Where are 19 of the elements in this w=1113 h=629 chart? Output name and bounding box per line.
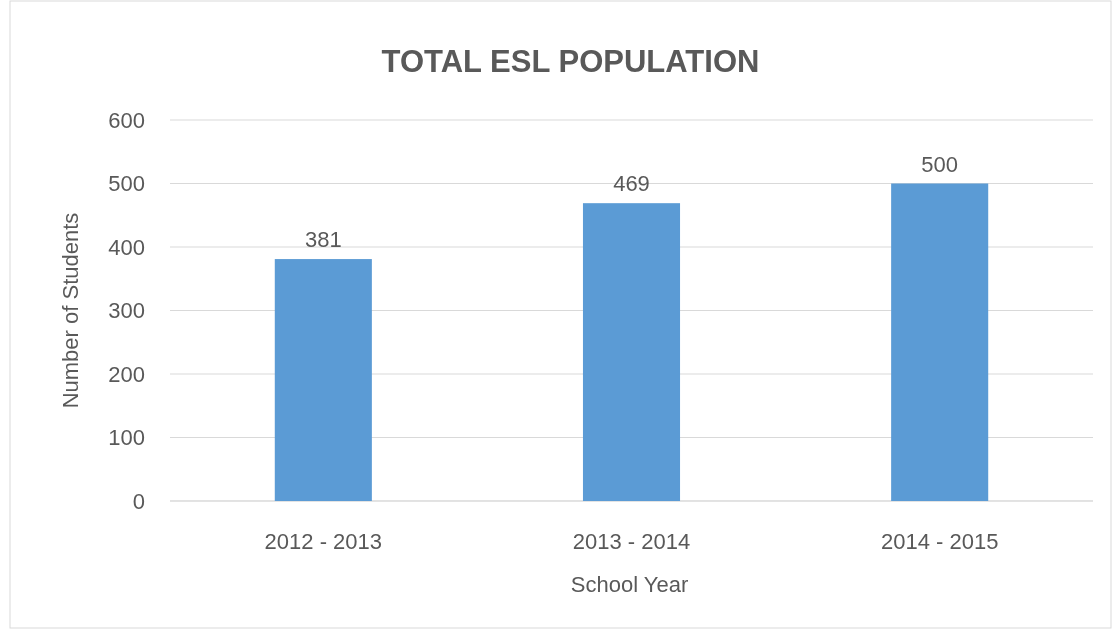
data-label: 381 bbox=[304, 227, 342, 253]
y-tick-label: 300 bbox=[108, 298, 145, 324]
y-tick-label: 500 bbox=[108, 171, 145, 197]
data-label: 500 bbox=[921, 151, 959, 177]
x-tick-label: 2013 - 2014 bbox=[572, 529, 691, 554]
y-axis-title: Number of Students bbox=[58, 212, 83, 409]
bar bbox=[274, 259, 372, 501]
x-tick-label: 2012 - 2013 bbox=[264, 529, 383, 554]
data-label: 469 bbox=[613, 171, 650, 197]
y-tick-label: 600 bbox=[108, 107, 145, 133]
x-axis-title: School Year bbox=[570, 572, 689, 597]
y-tick-label: 400 bbox=[108, 234, 145, 260]
y-tick-label: 100 bbox=[108, 425, 145, 451]
y-tick-label: 0 bbox=[132, 488, 145, 514]
bar bbox=[582, 203, 681, 501]
bar bbox=[891, 183, 989, 501]
y-tick-label: 200 bbox=[108, 361, 145, 387]
chart-title: TOTAL ESL POPULATION bbox=[381, 44, 760, 79]
x-tick-label: 2014 - 2015 bbox=[880, 529, 999, 554]
